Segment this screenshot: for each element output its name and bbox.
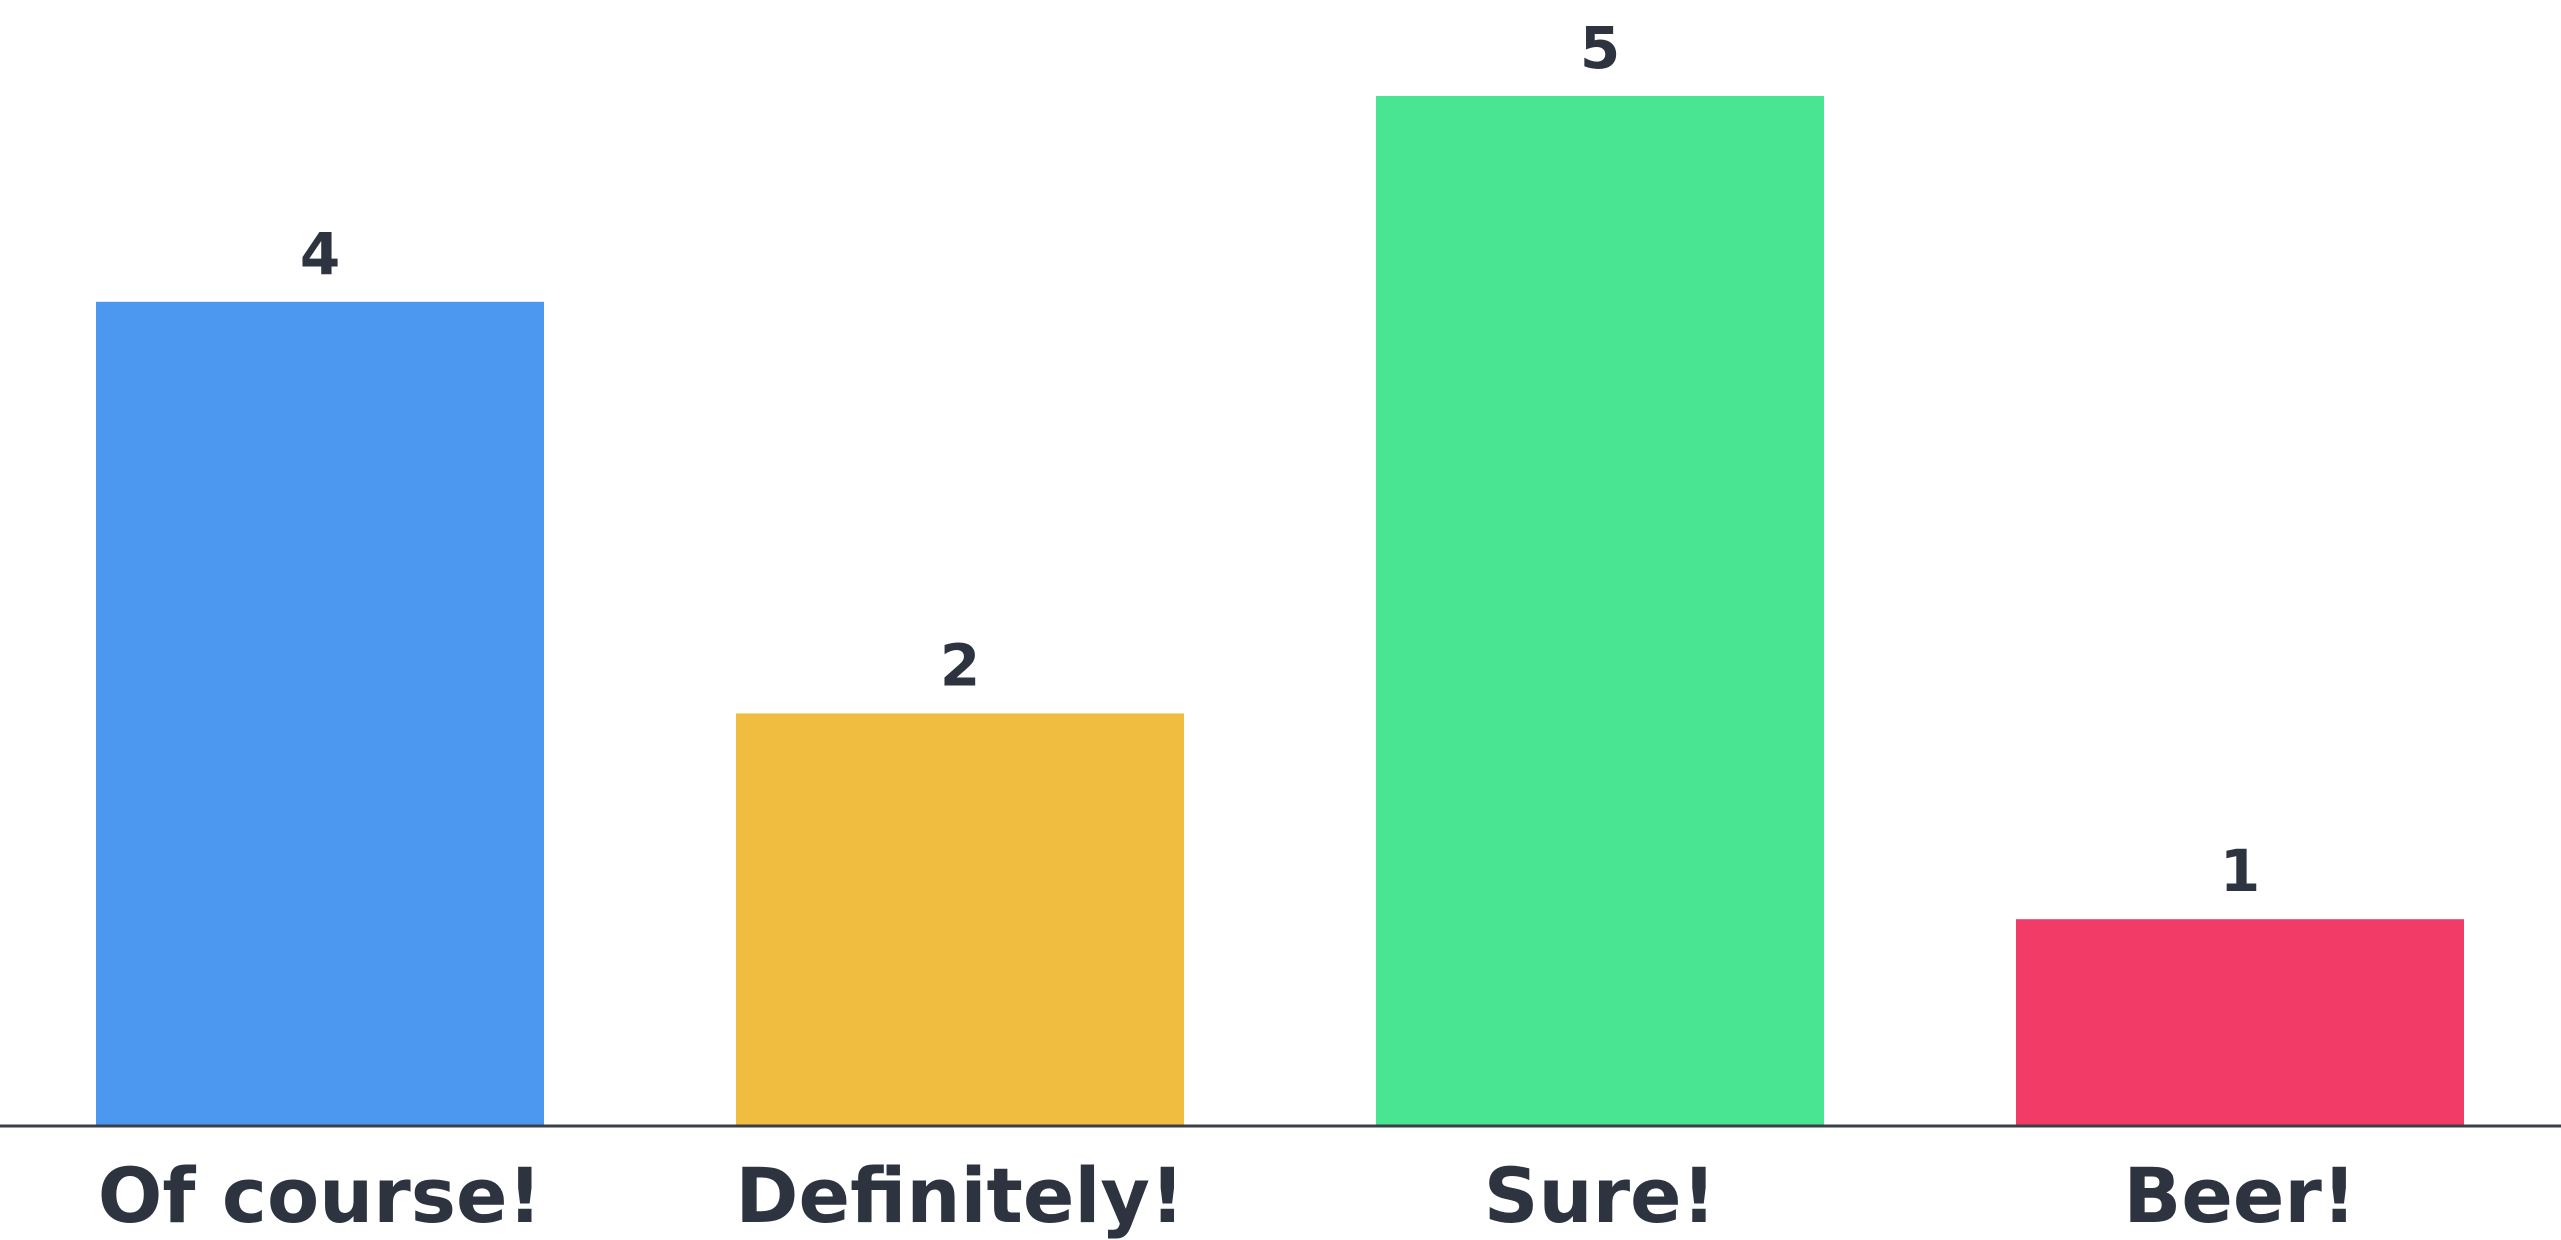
value-label-0: 4 — [300, 220, 340, 288]
bar-2 — [1376, 96, 1824, 1125]
category-labels-group: Of course! Definitely! Sure! Beer! — [98, 1151, 2357, 1240]
value-labels-group: 4 2 5 1 — [300, 14, 2260, 905]
value-label-1: 2 — [940, 631, 980, 699]
category-label-1: Definitely! — [735, 1151, 1184, 1240]
value-label-3: 1 — [2220, 837, 2260, 905]
bar-1 — [736, 713, 1184, 1125]
category-label-0: Of course! — [98, 1151, 542, 1240]
category-label-2: Sure! — [1484, 1151, 1717, 1240]
bar-0 — [96, 301, 544, 1125]
bar-3 — [2016, 919, 2464, 1125]
bars-group — [96, 96, 2464, 1125]
value-label-2: 5 — [1580, 14, 1620, 82]
category-label-3: Beer! — [2123, 1151, 2356, 1240]
